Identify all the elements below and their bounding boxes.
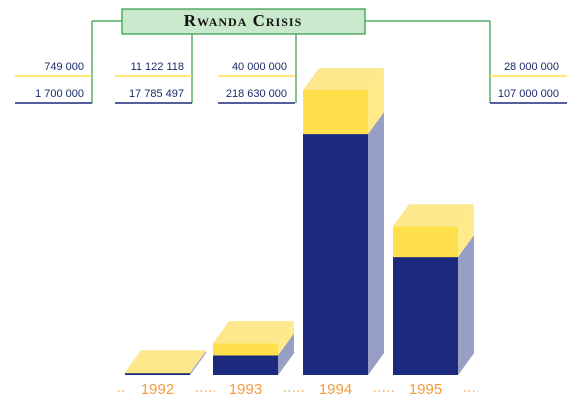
bar-front: [303, 134, 368, 375]
chart-title: Rwanda Crisis: [184, 11, 303, 30]
bar-front: [393, 226, 458, 258]
bar-front: [303, 90, 368, 135]
bar-front: [125, 372, 190, 374]
bar-side-shade: [278, 333, 294, 375]
x-tick-label: 1995: [409, 381, 442, 398]
bar-side-shade: [190, 350, 206, 374]
bar-front: [125, 373, 190, 375]
bar-front: [213, 343, 278, 356]
bar-side-shade: [368, 112, 384, 375]
bar-top: [393, 204, 474, 227]
title-box: [121, 8, 366, 35]
bar-side-shade: [278, 321, 294, 356]
bar-side: [458, 204, 474, 258]
bar-side-shade: [458, 204, 474, 258]
bar-top: [125, 350, 206, 373]
bar-front: [393, 257, 458, 375]
x-tick-label: 1992: [141, 381, 174, 398]
x-tick-label: 1994: [319, 381, 352, 398]
bar-side-shade: [190, 351, 206, 375]
value-label: 107 000 000: [498, 88, 559, 100]
value-label: 11 122 118: [131, 61, 184, 73]
bar-side: [368, 68, 384, 135]
bar-top: [213, 321, 294, 344]
value-label: 749 000: [44, 61, 84, 73]
value-label: 218 630 000: [226, 88, 287, 100]
x-tick-label: 1993: [229, 381, 262, 398]
value-label: 17 785 497: [129, 88, 184, 100]
bar-top: [303, 68, 384, 90]
bar-side: [278, 321, 294, 356]
value-label: 1 700 000: [35, 88, 84, 100]
value-label: 28 000 000: [504, 61, 559, 73]
bar-front: [213, 355, 278, 375]
value-label: 40 000 000: [232, 61, 287, 73]
bar-side-shade: [458, 235, 474, 375]
bar-side: [190, 350, 206, 374]
bar-side-shade: [368, 68, 384, 135]
